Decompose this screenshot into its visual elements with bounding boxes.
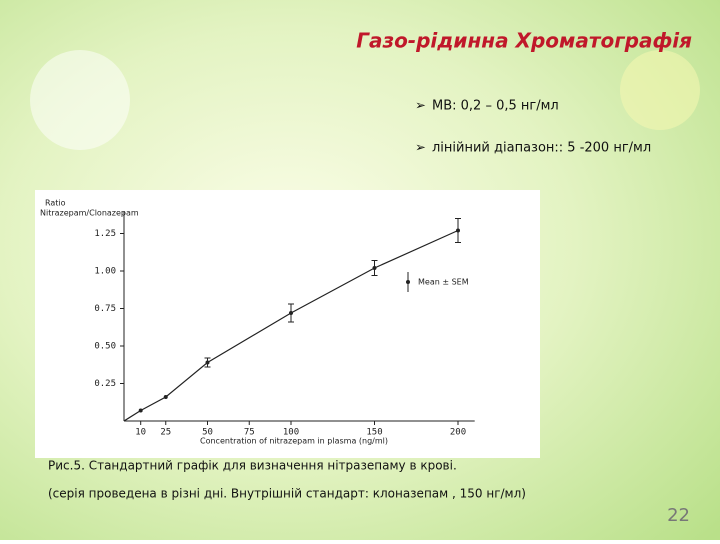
y-tick-label: 1.00: [94, 267, 116, 277]
y-tick-label: 0.50: [94, 342, 116, 352]
legend-point: [406, 280, 410, 284]
bullet-marker: ➢: [415, 141, 426, 156]
data-point: [138, 408, 143, 413]
y-tick-label: 0.75: [94, 304, 116, 314]
decor: [620, 50, 700, 130]
page-number: 22: [667, 505, 690, 526]
error-bar: [455, 218, 461, 243]
x-tick-label: 150: [366, 428, 382, 438]
y-tick-label: 0.25: [94, 379, 116, 389]
chart-panel: [35, 190, 540, 458]
y-sublabel: Nitrazepam/Clonazepam: [40, 209, 139, 218]
error-bar: [288, 303, 294, 323]
x-tick-label: 200: [450, 428, 466, 438]
data-point: [163, 395, 168, 399]
annotation: Mean ± SEM: [418, 278, 469, 287]
error-bar: [371, 260, 378, 276]
x-tick-label: 25: [160, 428, 171, 438]
caption: Рис.5. Стандартний графік для визначення…: [48, 459, 457, 473]
x-tick-label: 75: [244, 428, 255, 438]
error-bar: [204, 357, 211, 368]
x-tick-label: 50: [202, 428, 213, 438]
y-label: Ratio: [45, 199, 66, 208]
y-tick-label: 1.25: [94, 229, 116, 239]
x-tick-label: 100: [283, 428, 299, 438]
bullet: лінійний діапазон:: 5 -200 нг/мл: [432, 141, 651, 156]
caption: (серія проведена в різні дні. Внутрішній…: [48, 487, 526, 501]
decor: [30, 50, 130, 150]
x-label: Concentration of nitrazepam in plasma (n…: [200, 437, 388, 446]
slide-title: Газо-рідинна Хроматографія: [356, 29, 692, 53]
bullet: МВ: 0,2 – 0,5 нг/мл: [432, 99, 559, 114]
bullet-marker: ➢: [415, 99, 426, 114]
x-tick-label: 10: [135, 428, 146, 438]
